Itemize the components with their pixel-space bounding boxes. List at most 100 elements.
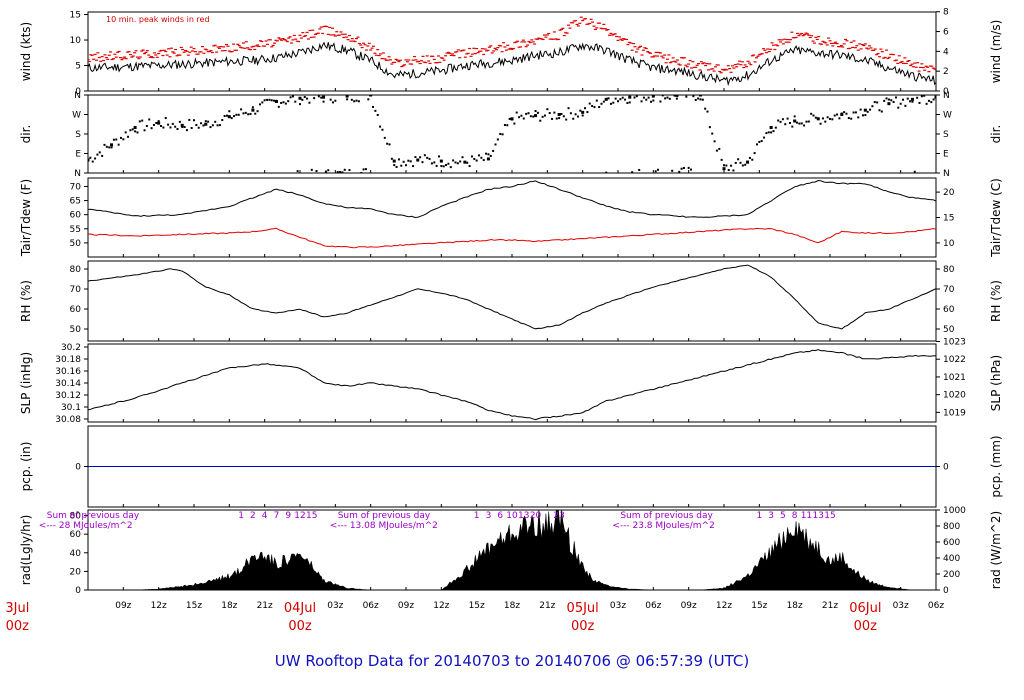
peak-mark	[143, 53, 147, 55]
dir-point	[624, 98, 627, 101]
ytick-right-label: 0	[943, 586, 949, 596]
dir-point	[452, 159, 455, 162]
dir-point	[666, 96, 669, 99]
peak-mark	[106, 58, 110, 60]
peak-mark	[787, 41, 791, 43]
dir-point	[221, 118, 224, 121]
dir-point	[515, 111, 518, 114]
dir-point	[529, 115, 532, 118]
peak-mark	[107, 54, 111, 56]
peak-mark	[137, 58, 141, 60]
peak-mark	[271, 44, 275, 47]
peak-mark	[745, 66, 749, 68]
dir-point	[303, 96, 306, 99]
peak-mark	[883, 56, 887, 59]
peak-mark	[901, 62, 905, 65]
xtick-label: 15z	[751, 601, 767, 611]
peak-mark	[753, 61, 757, 63]
peak-mark	[288, 36, 292, 38]
peak-mark	[644, 47, 648, 50]
peak-mark	[739, 64, 743, 66]
peak-mark	[774, 44, 778, 46]
peak-mark	[825, 44, 829, 46]
peak-mark	[913, 62, 917, 64]
dir-point	[430, 162, 433, 165]
peak-mark	[882, 57, 886, 59]
peak-mark	[630, 49, 634, 51]
dir-point	[150, 127, 153, 130]
peak-mark	[123, 56, 127, 58]
dir-point	[501, 133, 504, 136]
peak-mark	[926, 66, 930, 68]
peak-mark	[907, 60, 911, 62]
peak-mark	[281, 37, 285, 40]
dir-point	[254, 112, 257, 115]
peak-mark	[674, 61, 678, 63]
dir-point	[273, 99, 276, 102]
peak-mark	[504, 49, 508, 51]
ytick-right-label: 70	[943, 285, 955, 295]
dir-point	[934, 95, 936, 99]
xtick-label: 21z	[822, 601, 838, 611]
peak-mark	[117, 50, 121, 53]
peak-mark	[145, 50, 149, 52]
peak-mark	[220, 50, 224, 52]
panel-wind: wind (kts) wind (m/s) 0 5 10 15 0 2 4 6 8 10 min. p…	[19, 8, 1003, 97]
peak-mark	[820, 43, 824, 45]
peak-mark	[866, 48, 870, 50]
peak-mark	[626, 43, 630, 46]
peak-mark	[181, 48, 185, 51]
dir-point	[331, 101, 334, 104]
dir-point	[280, 101, 283, 104]
peak-mark	[196, 53, 200, 55]
peak-mark	[762, 48, 766, 50]
dir-point	[612, 101, 615, 104]
dir-point	[887, 102, 891, 106]
peak-mark	[845, 40, 849, 42]
peak-mark	[578, 22, 582, 24]
dir-point	[258, 103, 261, 106]
peak-mark	[280, 39, 284, 41]
peak-mark	[174, 48, 178, 51]
dir-point	[631, 171, 634, 173]
peak-mark	[374, 54, 378, 56]
ytick-right-label: 15	[943, 214, 954, 224]
peak-mark	[511, 47, 515, 50]
peak-mark	[364, 49, 368, 51]
dir-point	[336, 171, 339, 173]
dir-point	[909, 100, 912, 103]
dir-point	[525, 112, 528, 115]
ytick-label: 30.1	[61, 403, 81, 413]
peak-mark	[88, 60, 91, 63]
dir-point	[247, 113, 250, 116]
peak-mark	[702, 62, 706, 64]
dir-point	[642, 96, 645, 99]
peak-mark	[903, 57, 907, 59]
peak-mark	[719, 72, 723, 74]
dir-point	[284, 102, 287, 105]
peak-mark	[263, 45, 267, 47]
solar-hour-label: 3	[486, 511, 492, 521]
peak-mark	[92, 58, 96, 60]
peak-mark	[90, 54, 94, 56]
peak-mark	[326, 33, 330, 35]
dir-point	[579, 109, 582, 112]
dir-point	[864, 114, 867, 117]
dir-point	[197, 126, 200, 129]
peak-mark	[438, 61, 442, 63]
dir-point	[812, 114, 815, 117]
dir-point	[861, 114, 864, 117]
peak-mark	[633, 46, 637, 48]
dir-point	[506, 124, 509, 127]
dir-point	[96, 153, 99, 156]
peak-mark	[208, 50, 212, 53]
dir-point	[291, 95, 294, 98]
dir-point	[916, 96, 919, 99]
solar-hour-label: 13	[518, 511, 529, 521]
dir-point	[859, 108, 862, 111]
peak-mark	[620, 39, 624, 41]
dir-point	[911, 100, 914, 103]
dir-point	[486, 157, 490, 161]
peak-mark	[466, 52, 470, 54]
dir-point	[777, 119, 780, 122]
